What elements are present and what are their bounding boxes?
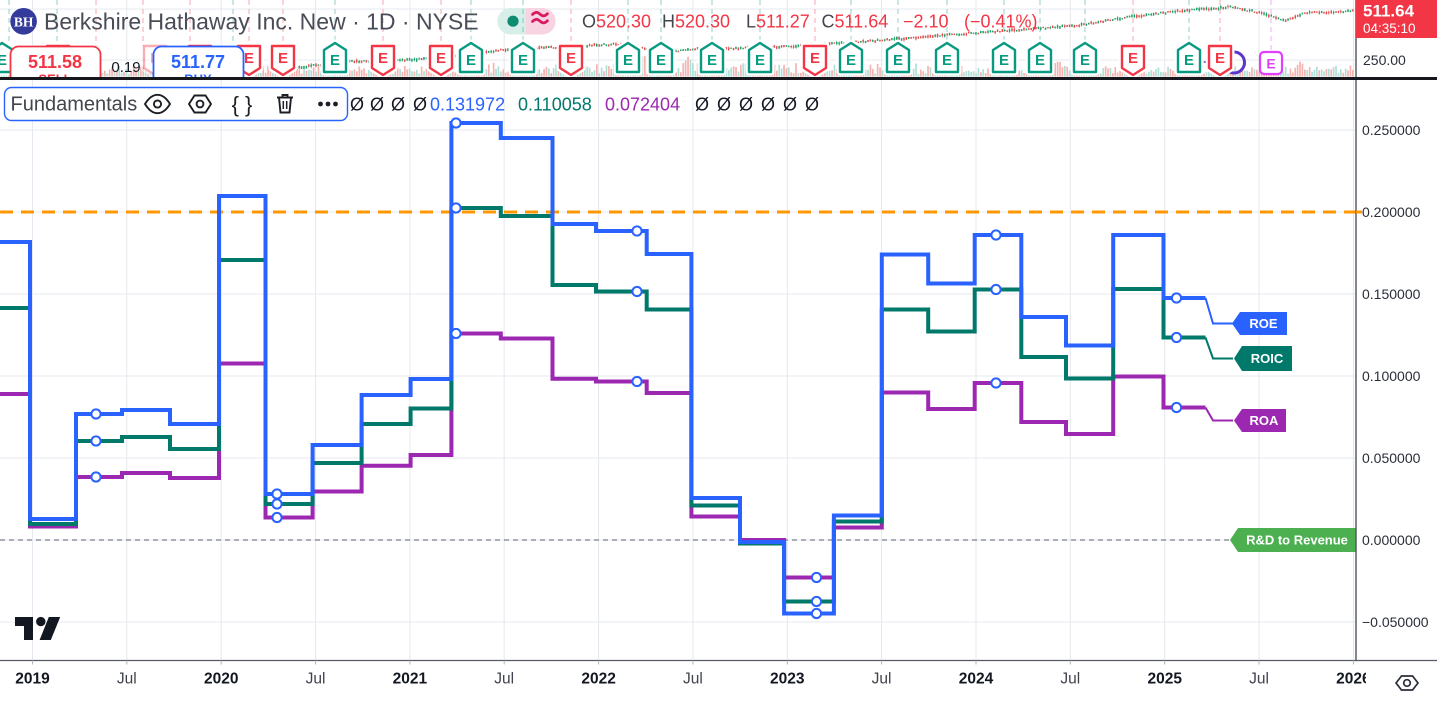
svg-text:−0.050000: −0.050000 xyxy=(1362,614,1429,630)
svg-text:250.00: 250.00 xyxy=(1363,52,1406,68)
svg-text:Ø: Ø xyxy=(391,95,405,115)
svg-text:E: E xyxy=(518,52,528,69)
svg-text:E: E xyxy=(278,50,288,67)
svg-text:0.072404: 0.072404 xyxy=(605,95,680,115)
svg-text:2023: 2023 xyxy=(770,671,805,688)
svg-text:Jul: Jul xyxy=(683,671,703,688)
svg-text:2024: 2024 xyxy=(959,671,994,688)
svg-text:−2.10: −2.10 xyxy=(903,12,949,32)
svg-text:2021: 2021 xyxy=(393,671,428,688)
svg-text:2025: 2025 xyxy=(1147,671,1182,688)
svg-text:E: E xyxy=(623,52,633,69)
svg-text:E: E xyxy=(755,52,765,69)
svg-text:O520.30: O520.30 xyxy=(582,12,651,32)
svg-text:0.000000: 0.000000 xyxy=(1362,532,1421,548)
svg-text:E: E xyxy=(893,52,903,69)
svg-text:Ø: Ø xyxy=(761,95,775,115)
svg-text:E: E xyxy=(0,52,7,69)
svg-text:ROIC: ROIC xyxy=(1251,351,1284,366)
svg-text:E: E xyxy=(436,50,446,67)
svg-text:0.200000: 0.200000 xyxy=(1362,204,1421,220)
svg-text:Jul: Jul xyxy=(117,671,137,688)
svg-text:ROE: ROE xyxy=(1249,316,1278,331)
svg-text:E: E xyxy=(1266,56,1275,72)
svg-text:E: E xyxy=(707,52,717,69)
svg-text:E: E xyxy=(1128,50,1138,67)
svg-text:Ø: Ø xyxy=(739,95,753,115)
svg-text:E: E xyxy=(1035,52,1045,69)
svg-text:BH: BH xyxy=(14,15,34,30)
svg-text:2020: 2020 xyxy=(204,671,238,688)
svg-text:Ø: Ø xyxy=(695,95,709,115)
svg-text:E: E xyxy=(1215,50,1225,67)
svg-text:E: E xyxy=(330,52,340,69)
svg-text:0.150000: 0.150000 xyxy=(1362,286,1421,302)
svg-text:0.131972: 0.131972 xyxy=(430,95,505,115)
svg-text:Jul: Jul xyxy=(306,671,326,688)
svg-text:0.050000: 0.050000 xyxy=(1362,450,1421,466)
svg-text:0.250000: 0.250000 xyxy=(1362,122,1421,138)
svg-text:BUY: BUY xyxy=(184,72,212,87)
svg-text:{ }: { } xyxy=(232,92,253,117)
svg-text:C511.64: C511.64 xyxy=(822,12,889,32)
svg-text:E: E xyxy=(466,52,476,69)
svg-text:Ø: Ø xyxy=(783,95,797,115)
svg-text:Jul: Jul xyxy=(1060,671,1080,688)
svg-text:E: E xyxy=(566,50,576,67)
svg-text:04:35:10: 04:35:10 xyxy=(1363,21,1416,36)
svg-text:511.77: 511.77 xyxy=(171,52,225,72)
svg-text:E: E xyxy=(378,50,388,67)
svg-text:2026: 2026 xyxy=(1336,671,1371,688)
svg-text:2022: 2022 xyxy=(581,671,615,688)
svg-text:ROA: ROA xyxy=(1250,413,1280,428)
svg-text:(−0.41%): (−0.41%) xyxy=(964,12,1038,32)
svg-text:E: E xyxy=(244,50,254,67)
svg-text:H520.30: H520.30 xyxy=(662,12,730,32)
svg-text:L511.27: L511.27 xyxy=(746,12,810,32)
svg-text:E: E xyxy=(1184,52,1194,69)
svg-text:E: E xyxy=(942,52,952,69)
svg-text:0.19: 0.19 xyxy=(111,59,140,76)
svg-text:E: E xyxy=(1080,52,1090,69)
svg-text:Ø: Ø xyxy=(350,95,364,115)
svg-text:Berkshire Hathaway Inc. New ·: Berkshire Hathaway Inc. New · 1D · NYSE xyxy=(44,9,479,35)
svg-text:Ø: Ø xyxy=(805,95,819,115)
svg-text:E: E xyxy=(999,52,1009,69)
svg-text:Fundamentals: Fundamentals xyxy=(11,94,138,116)
svg-text:511.64: 511.64 xyxy=(1363,2,1415,21)
svg-text:E: E xyxy=(846,52,856,69)
svg-text:R&D to Revenue: R&D to Revenue xyxy=(1246,533,1348,548)
svg-text:SELL: SELL xyxy=(38,72,71,87)
svg-text:2019: 2019 xyxy=(15,671,50,688)
svg-text:0.100000: 0.100000 xyxy=(1362,368,1421,384)
svg-text:Jul: Jul xyxy=(1249,671,1269,688)
svg-text:511.58: 511.58 xyxy=(28,52,82,72)
svg-text:Jul: Jul xyxy=(872,671,892,688)
svg-text:Ø: Ø xyxy=(370,95,384,115)
svg-text:0.110058: 0.110058 xyxy=(518,95,592,115)
svg-text:Ø: Ø xyxy=(717,95,731,115)
svg-text:Ø: Ø xyxy=(413,95,427,115)
svg-text:Jul: Jul xyxy=(494,671,514,688)
svg-text:E: E xyxy=(656,52,666,69)
svg-text:E: E xyxy=(810,50,820,67)
